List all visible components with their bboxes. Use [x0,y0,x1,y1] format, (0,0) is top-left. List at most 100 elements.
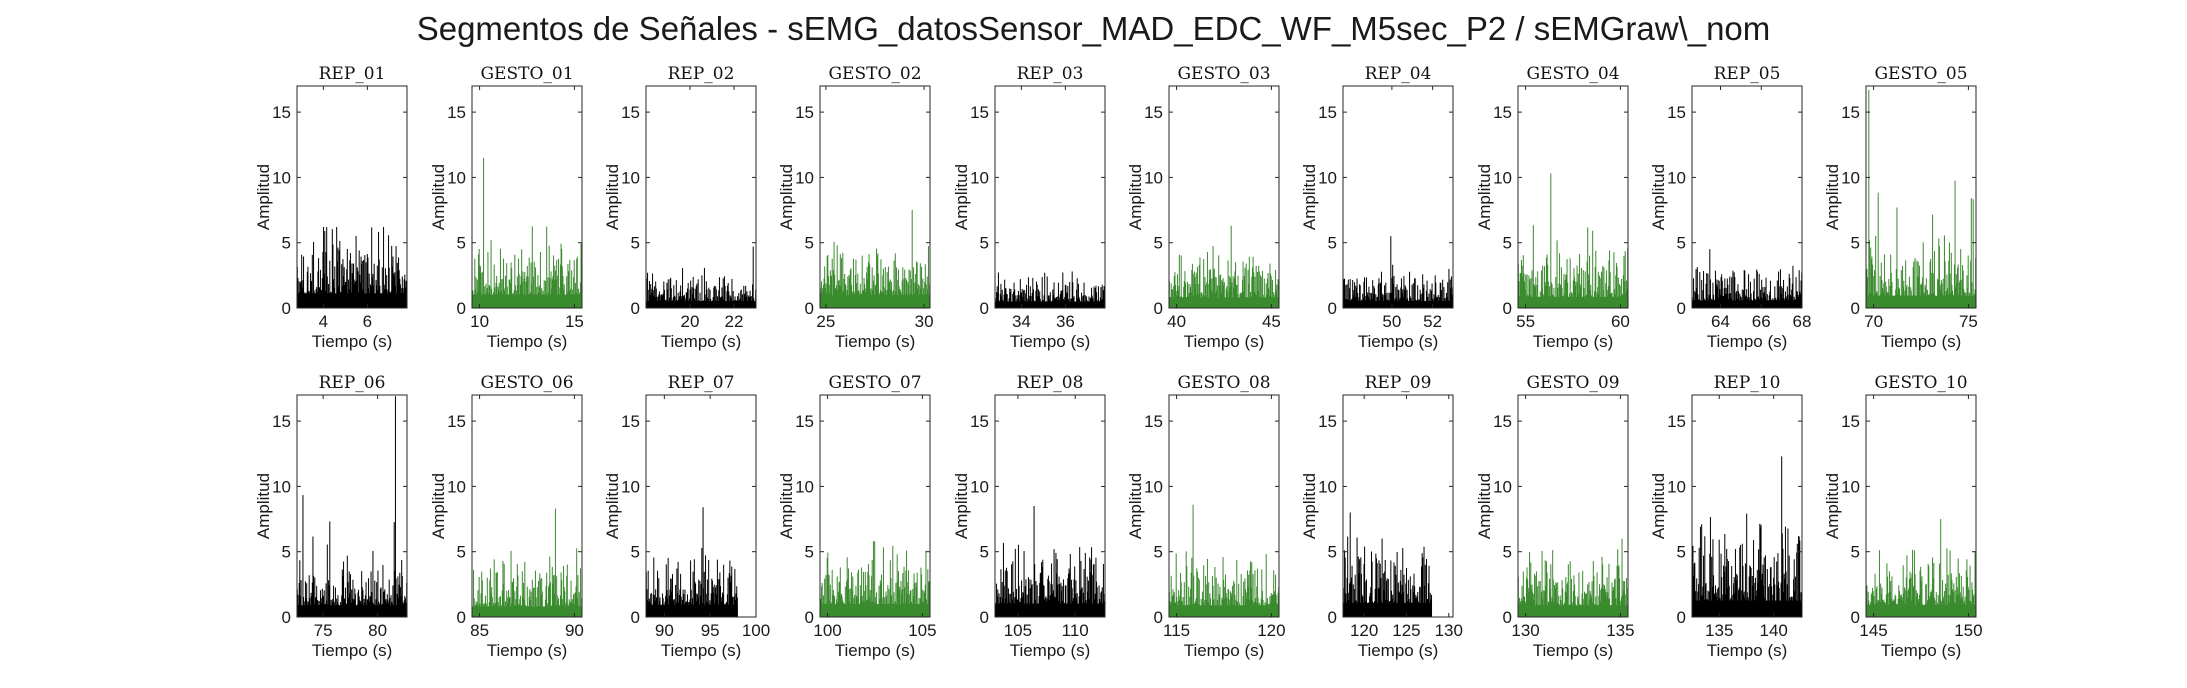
x-axis-label: Tiempo (s) [835,332,916,351]
x-tick-label: 105 [1004,621,1032,640]
x-axis-label: Tiempo (s) [1707,332,1788,351]
y-tick-label: 10 [272,477,291,496]
x-axis-label: Tiempo (s) [1358,641,1439,660]
y-tick-label: 0 [1328,299,1337,318]
x-tick-label: 150 [1954,621,1982,640]
axes-box [645,394,757,618]
y-axis-label: Amplitud [254,473,273,539]
subplot-gesto-01: 0 5 10 15 10 15 GESTO_01 Tiempo (s) Amplitud [429,64,584,351]
subplot-title: REP_09 [1365,373,1432,393]
y-tick-label: 0 [631,608,640,627]
x-tick-label: 25 [816,312,835,331]
y-tick-label: 5 [805,234,814,253]
axes-box [296,394,408,618]
subplot-gesto-04: 0 5 10 15 55 60 GESTO_04 Tiempo (s) Amplitud [1475,64,1630,351]
subplot-title: GESTO_02 [828,64,921,84]
signal-trace [1865,519,1977,617]
y-tick-label: 10 [1318,477,1337,496]
subplot-title: REP_02 [668,64,735,84]
signal-trace [1517,538,1629,617]
x-axis-label: Tiempo (s) [487,332,568,351]
x-tick-label: 4 [319,312,328,331]
y-tick-label: 5 [1154,234,1163,253]
subplot-rep-04: 0 5 10 15 50 52 REP_04 Tiempo (s) Amplitud [1300,64,1454,351]
x-axis-label: Tiempo (s) [1881,332,1962,351]
x-tick-label: 140 [1759,621,1787,640]
x-axis-label: Tiempo (s) [1010,641,1091,660]
x-tick-label: 110 [1062,621,1089,640]
x-tick-label: 80 [368,621,387,640]
subplot-title: GESTO_06 [480,373,573,393]
x-tick-label: 135 [1606,621,1634,640]
axes-box [1691,394,1803,618]
x-tick-label: 90 [655,621,674,640]
y-tick-label: 15 [621,103,640,122]
y-tick-label: 10 [621,477,640,496]
y-tick-label: 10 [795,477,814,496]
axes-box [471,394,583,618]
x-axis-label: Tiempo (s) [487,641,568,660]
subplot-rep-03: 0 5 10 15 34 36 REP_03 Tiempo (s) Amplitud [952,64,1106,351]
signal-trace [1168,225,1280,308]
y-tick-label: 5 [980,234,989,253]
x-tick-label: 120 [1257,621,1285,640]
subplot-title: GESTO_08 [1177,373,1270,393]
y-tick-label: 5 [1677,234,1686,253]
y-axis-label: Amplitud [777,164,796,230]
y-axis-label: Amplitud [1300,164,1319,230]
axes-box [1865,394,1977,618]
subplot-title: GESTO_10 [1874,373,1967,393]
x-tick-label: 22 [725,312,744,331]
axes-box [645,85,757,309]
signal-trace [645,246,757,308]
y-tick-label: 0 [1154,608,1163,627]
axes-box [1168,394,1280,618]
y-tick-label: 15 [970,103,989,122]
y-axis-label: Amplitud [1300,473,1319,539]
y-tick-label: 15 [1318,412,1337,431]
y-tick-label: 0 [805,299,814,318]
y-tick-label: 0 [631,299,640,318]
subplot-rep-02: 0 5 10 15 20 22 REP_02 Tiempo (s) Amplitud [603,64,757,351]
x-tick-label: 34 [1012,312,1031,331]
axes-box [1342,394,1454,618]
subplot-title: REP_06 [319,373,386,393]
y-axis-label: Amplitud [1649,164,1668,230]
y-tick-label: 5 [631,234,640,253]
x-axis-label: Tiempo (s) [1707,641,1788,660]
y-tick-label: 15 [1144,103,1163,122]
y-tick-label: 5 [1154,543,1163,562]
y-axis-label: Amplitud [952,473,971,539]
x-axis-label: Tiempo (s) [1881,641,1962,660]
subplot-title: GESTO_01 [480,64,573,84]
subplot-rep-01: 0 5 10 15 4 6 REP_01 Tiempo (s) Amplitud [254,64,408,351]
y-tick-label: 15 [795,103,814,122]
axes-box [1168,85,1280,309]
y-tick-label: 10 [1318,168,1337,187]
axes-box [994,85,1106,309]
y-axis-label: Amplitud [603,473,622,539]
x-axis-label: Tiempo (s) [1358,332,1439,351]
y-tick-label: 5 [282,234,291,253]
y-tick-label: 10 [272,168,291,187]
y-tick-label: 15 [1841,412,1860,431]
y-axis-label: Amplitud [1649,473,1668,539]
y-tick-label: 10 [1667,168,1686,187]
y-tick-label: 5 [1851,234,1860,253]
signal-trace [471,508,583,617]
x-tick-label: 75 [314,621,333,640]
y-tick-label: 10 [795,168,814,187]
y-tick-label: 0 [1677,299,1686,318]
y-tick-label: 5 [1677,543,1686,562]
subplot-title: REP_03 [1017,64,1084,84]
signal-trace [1865,89,1977,308]
y-tick-label: 15 [1144,412,1163,431]
x-tick-label: 105 [908,621,936,640]
subplot-title: REP_08 [1017,373,1084,393]
x-tick-label: 125 [1392,621,1420,640]
subplot-gesto-07: 0 5 10 15 100 105 GESTO_07 Tiempo (s) Amplitud [777,373,937,660]
y-tick-label: 5 [1851,543,1860,562]
y-tick-label: 15 [621,412,640,431]
y-tick-label: 15 [1841,103,1860,122]
